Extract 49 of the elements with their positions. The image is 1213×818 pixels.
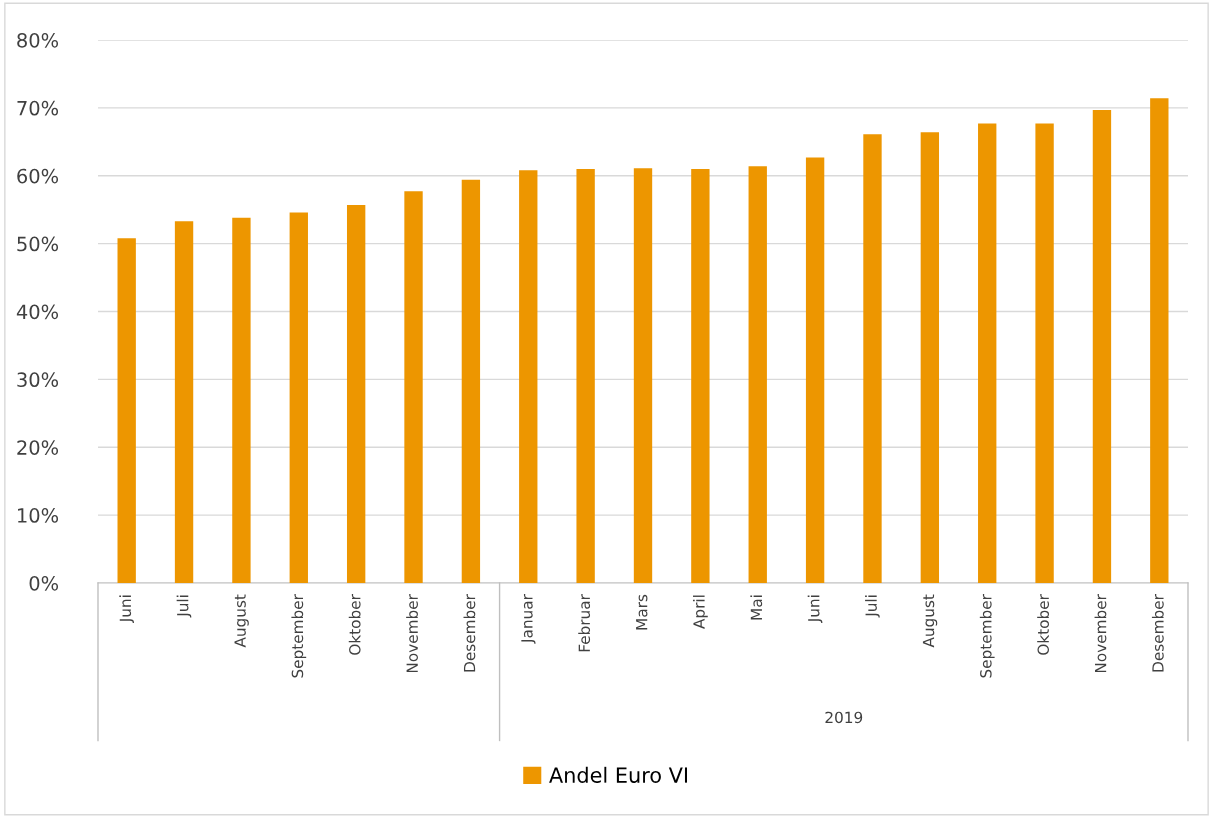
y-tick-label: 80% bbox=[17, 32, 59, 48]
bar bbox=[1035, 123, 1054, 583]
bar bbox=[576, 168, 595, 583]
bar bbox=[289, 212, 308, 583]
text: 2019 bbox=[825, 711, 863, 724]
bar bbox=[461, 179, 481, 583]
y-tick-label: 20% bbox=[17, 440, 59, 455]
x-tick-label: November bbox=[406, 594, 418, 673]
bar bbox=[519, 170, 538, 583]
legend-label: Andel Euro VI bbox=[549, 766, 688, 783]
x-tick-label: Juli bbox=[176, 595, 192, 618]
bar bbox=[748, 166, 767, 583]
bar bbox=[805, 157, 825, 583]
bar bbox=[174, 221, 194, 583]
y-tick-label: 10% bbox=[18, 508, 59, 523]
x-tick-label: Desember bbox=[1151, 594, 1164, 672]
bar bbox=[404, 191, 423, 583]
x-tick-label: November bbox=[1094, 594, 1107, 673]
bar bbox=[1150, 98, 1169, 583]
x-tick-label: Januar bbox=[521, 594, 536, 644]
x-tick-label: Oktober bbox=[1037, 594, 1050, 655]
x-tick-label: Juni bbox=[119, 595, 134, 624]
bar bbox=[691, 168, 710, 583]
bar bbox=[232, 217, 251, 583]
x-tick-label: Desember bbox=[463, 594, 476, 672]
bar bbox=[346, 204, 366, 583]
x-tick-label: September bbox=[979, 594, 995, 678]
x-tick-label: Februar bbox=[578, 594, 591, 652]
bar bbox=[117, 238, 136, 583]
x-tick-label: Juli bbox=[865, 595, 880, 618]
y-tick-label: 0% bbox=[29, 575, 59, 591]
x-tick-label: April bbox=[692, 595, 708, 629]
y-tick-label: 40% bbox=[16, 304, 59, 320]
bar bbox=[863, 134, 882, 583]
x-tick-label: Juni bbox=[807, 595, 823, 624]
bar bbox=[978, 123, 997, 583]
y-tick-label: 50% bbox=[17, 236, 59, 252]
x-tick-label: September bbox=[291, 594, 307, 678]
x-tick-label: Oktober bbox=[348, 594, 361, 655]
x-tick-label: August bbox=[922, 594, 938, 648]
x-tick-label: Mai bbox=[750, 595, 763, 620]
x-tick-label: August bbox=[234, 594, 249, 648]
bar bbox=[1092, 109, 1112, 583]
bar bbox=[920, 132, 940, 583]
y-tick-label: 60% bbox=[17, 168, 59, 184]
y-tick-label: 30% bbox=[17, 372, 59, 388]
x-tick-label: Mars bbox=[636, 594, 648, 630]
y-tick-label: 70% bbox=[17, 100, 59, 116]
bar bbox=[633, 168, 653, 583]
